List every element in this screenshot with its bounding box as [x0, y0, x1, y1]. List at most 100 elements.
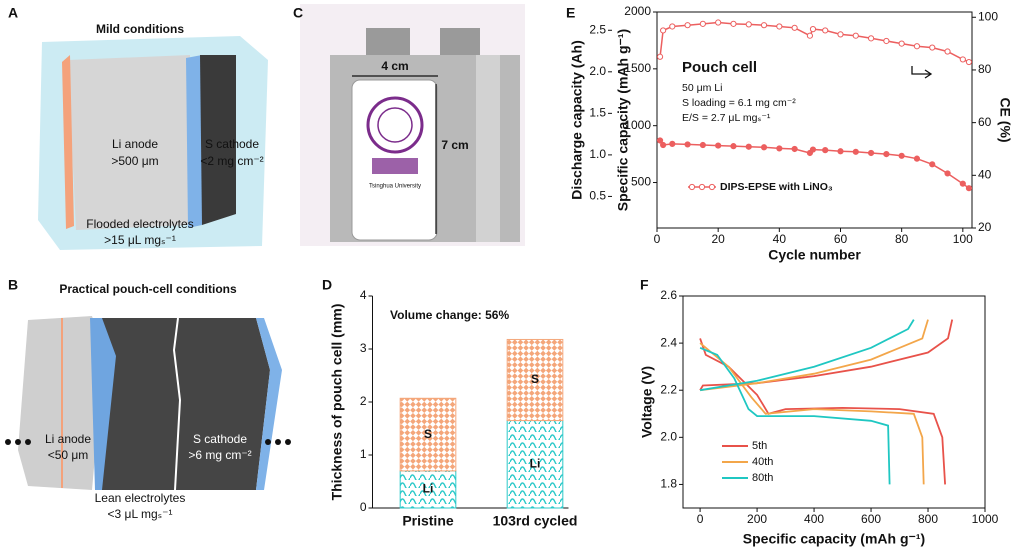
width-label: 4 cm [381, 59, 408, 73]
x-tick-label: 800 [918, 512, 938, 526]
dot [275, 439, 281, 445]
data-point [929, 161, 936, 168]
annotation: S loading = 6.1 mg cm⁻² [682, 97, 796, 109]
diagram-b: B Practical pouch-cell conditions Li ano… [5, 277, 291, 521]
y-tick-label: 0 [360, 500, 367, 514]
electrolyte-label: <3 μL mgₛ⁻¹ [108, 507, 173, 521]
data-point [660, 27, 667, 34]
logo [377, 107, 413, 143]
data-point [791, 24, 798, 31]
data-point [656, 137, 664, 144]
electrolyte-label: >15 μL mgₛ⁻¹ [104, 233, 176, 247]
y-tick-label: 2.6 [660, 288, 677, 302]
data-point [913, 43, 921, 50]
annotation: E/S = 2.7 μL mgₛ⁻¹ [682, 112, 771, 124]
logo [366, 96, 424, 154]
y-tick-label: 0.5 [589, 189, 606, 203]
y-tick-label: 500 [631, 175, 651, 189]
bar-segment [506, 338, 564, 422]
s-cathode [102, 318, 270, 490]
diagram-a: A Mild conditions Li anode >500 μm S cat… [8, 5, 268, 250]
current-collector [62, 55, 74, 229]
annotation: Volume change: 56% [390, 308, 509, 322]
data-point [699, 20, 706, 27]
legend-swatch [698, 183, 706, 191]
legend-label: DIPS-EPSE with LiNO₃ [720, 181, 833, 193]
x-tick-label: 20 [711, 232, 725, 246]
diagram-title: Mild conditions [96, 22, 184, 36]
y-tick-label: 2.0 [660, 430, 677, 444]
y-tick-label: 1500 [624, 61, 651, 75]
data-point [944, 48, 951, 55]
y-tick-label: 40 [978, 167, 992, 181]
anode-label: <50 μm [48, 448, 89, 462]
x-tick-label: 103rd cycled [493, 513, 578, 529]
y-tick-label: 20 [978, 220, 992, 234]
panel-label: D [322, 277, 332, 293]
plot-frame [682, 295, 986, 509]
separator [256, 318, 282, 490]
y-tick-label: 2 [360, 394, 367, 408]
electrolyte-label: Flooded electrolytes [86, 217, 193, 231]
cathode-label: >6 mg cm⁻² [188, 448, 251, 462]
y-tick-label: 1.0 [589, 147, 606, 161]
height-label: 7 cm [441, 138, 468, 152]
dot [5, 439, 11, 445]
y-tick-label: 60 [978, 115, 992, 129]
data-point [883, 37, 890, 45]
legend-label: 40th [752, 456, 773, 468]
x-tick-label: 0 [654, 232, 661, 246]
li-anode [68, 55, 190, 230]
ellipsis [5, 439, 291, 445]
tab [366, 28, 410, 58]
tab [440, 28, 480, 58]
bar-segment [399, 470, 457, 509]
axis-title: CE (%) [997, 97, 1013, 142]
legend-label: 5th [752, 440, 767, 452]
data-point [730, 20, 737, 27]
y-tick-label: 1.5 [589, 106, 606, 120]
panel-label: B [8, 277, 18, 293]
x-tick-label: 100 [953, 232, 973, 246]
y-tick-label: 100 [978, 9, 998, 23]
bar-segment [399, 397, 457, 472]
annotation: 50 μm Li [682, 82, 722, 94]
photo-c: C Tsinghua University 4 cm 7 cm [293, 4, 525, 246]
panel-label: A [8, 5, 18, 21]
data-point [715, 19, 722, 26]
y-tick-label: 2.4 [660, 335, 677, 349]
data-point [809, 146, 817, 153]
data-point [913, 155, 921, 162]
pouch-seal [476, 55, 500, 242]
axis-title: Specific capacity (mAh g⁻¹) [743, 531, 925, 547]
x-tick-label: 60 [834, 232, 848, 246]
legend-swatch [688, 183, 696, 191]
anode-label: Li anode [112, 137, 158, 151]
data-point [898, 152, 905, 159]
data-point [867, 35, 875, 42]
segment-label: Li [530, 456, 541, 470]
data-point [684, 141, 691, 148]
panel-label: C [293, 5, 303, 21]
data-point [965, 58, 973, 66]
x-tick-label: 0 [697, 512, 704, 526]
data-line [699, 319, 915, 485]
cathode-label: <2 mg cm⁻² [200, 154, 263, 168]
data-point [684, 22, 691, 29]
data-point [837, 148, 844, 155]
panel-label: F [640, 277, 649, 293]
data-point [944, 170, 951, 177]
data-point [760, 22, 768, 29]
x-tick-label: 600 [861, 512, 881, 526]
y-tick-label: 1.8 [660, 477, 677, 491]
legend-swatch [708, 183, 716, 191]
data-point [660, 141, 667, 149]
annotation-title: Pouch cell [682, 59, 757, 76]
s-cathode [200, 55, 236, 225]
logo-subtext: Tsinghua University [369, 184, 421, 190]
x-tick-label: 200 [747, 512, 767, 526]
legend-label: 80th [752, 472, 773, 484]
y-tick-label: 2.5 [589, 22, 606, 36]
y-tick-label: 1 [360, 447, 367, 461]
dot [15, 439, 21, 445]
